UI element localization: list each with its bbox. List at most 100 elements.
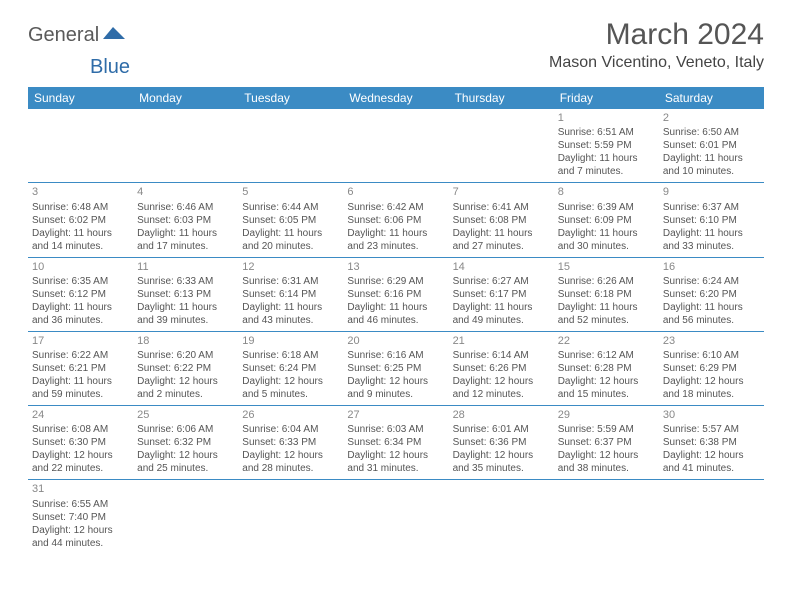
day-number: 9 bbox=[663, 185, 760, 199]
sunrise-line: Sunrise: 6:10 AM bbox=[663, 349, 760, 362]
sunset-line: Sunset: 6:25 PM bbox=[347, 362, 444, 375]
daylight-line: Daylight: 11 hours and 23 minutes. bbox=[347, 227, 444, 253]
daylight-line: Daylight: 11 hours and 7 minutes. bbox=[558, 152, 655, 178]
calendar-cell: 5Sunrise: 6:44 AMSunset: 6:05 PMDaylight… bbox=[238, 183, 343, 257]
day-number: 11 bbox=[137, 260, 234, 274]
day-number: 21 bbox=[453, 334, 550, 348]
location-label: Mason Vicentino, Veneto, Italy bbox=[549, 54, 764, 72]
daylight-line: Daylight: 11 hours and 20 minutes. bbox=[242, 227, 339, 253]
day-number: 20 bbox=[347, 334, 444, 348]
day-number: 2 bbox=[663, 111, 760, 125]
calendar-cell bbox=[28, 109, 133, 183]
calendar-cell: 6Sunrise: 6:42 AMSunset: 6:06 PMDaylight… bbox=[343, 183, 448, 257]
daylight-line: Daylight: 12 hours and 9 minutes. bbox=[347, 375, 444, 401]
sunrise-line: Sunrise: 6:03 AM bbox=[347, 423, 444, 436]
daylight-line: Daylight: 11 hours and 27 minutes. bbox=[453, 227, 550, 253]
sunrise-line: Sunrise: 6:04 AM bbox=[242, 423, 339, 436]
day-number: 15 bbox=[558, 260, 655, 274]
calendar-cell: 18Sunrise: 6:20 AMSunset: 6:22 PMDayligh… bbox=[133, 331, 238, 405]
sunrise-line: Sunrise: 5:59 AM bbox=[558, 423, 655, 436]
calendar-cell: 17Sunrise: 6:22 AMSunset: 6:21 PMDayligh… bbox=[28, 331, 133, 405]
sunset-line: Sunset: 6:34 PM bbox=[347, 436, 444, 449]
day-header: Wednesday bbox=[343, 87, 448, 109]
daylight-line: Daylight: 12 hours and 15 minutes. bbox=[558, 375, 655, 401]
sunrise-line: Sunrise: 6:42 AM bbox=[347, 201, 444, 214]
day-number: 13 bbox=[347, 260, 444, 274]
calendar-cell: 30Sunrise: 5:57 AMSunset: 6:38 PMDayligh… bbox=[659, 406, 764, 480]
day-number: 29 bbox=[558, 408, 655, 422]
sunset-line: Sunset: 6:09 PM bbox=[558, 214, 655, 227]
sunrise-line: Sunrise: 6:18 AM bbox=[242, 349, 339, 362]
calendar-cell: 19Sunrise: 6:18 AMSunset: 6:24 PMDayligh… bbox=[238, 331, 343, 405]
calendar-cell bbox=[343, 480, 448, 554]
sunrise-line: Sunrise: 6:46 AM bbox=[137, 201, 234, 214]
daylight-line: Daylight: 11 hours and 36 minutes. bbox=[32, 301, 129, 327]
calendar-cell bbox=[554, 480, 659, 554]
sunset-line: Sunset: 6:22 PM bbox=[137, 362, 234, 375]
day-number: 30 bbox=[663, 408, 760, 422]
flag-icon bbox=[103, 25, 127, 46]
day-number: 27 bbox=[347, 408, 444, 422]
daylight-line: Daylight: 11 hours and 10 minutes. bbox=[663, 152, 760, 178]
sunset-line: Sunset: 6:36 PM bbox=[453, 436, 550, 449]
calendar-cell: 24Sunrise: 6:08 AMSunset: 6:30 PMDayligh… bbox=[28, 406, 133, 480]
calendar-cell bbox=[133, 109, 238, 183]
sunrise-line: Sunrise: 6:16 AM bbox=[347, 349, 444, 362]
daylight-line: Daylight: 11 hours and 43 minutes. bbox=[242, 301, 339, 327]
day-number: 23 bbox=[663, 334, 760, 348]
sunrise-line: Sunrise: 6:51 AM bbox=[558, 126, 655, 139]
sunrise-line: Sunrise: 6:41 AM bbox=[453, 201, 550, 214]
calendar-cell: 11Sunrise: 6:33 AMSunset: 6:13 PMDayligh… bbox=[133, 257, 238, 331]
daylight-line: Daylight: 12 hours and 25 minutes. bbox=[137, 449, 234, 475]
calendar-cell: 21Sunrise: 6:14 AMSunset: 6:26 PMDayligh… bbox=[449, 331, 554, 405]
day-number: 3 bbox=[32, 185, 129, 199]
calendar-cell bbox=[449, 480, 554, 554]
daylight-line: Daylight: 11 hours and 52 minutes. bbox=[558, 301, 655, 327]
sunrise-line: Sunrise: 6:01 AM bbox=[453, 423, 550, 436]
calendar-cell bbox=[659, 480, 764, 554]
daylight-line: Daylight: 12 hours and 38 minutes. bbox=[558, 449, 655, 475]
calendar-cell: 27Sunrise: 6:03 AMSunset: 6:34 PMDayligh… bbox=[343, 406, 448, 480]
day-number: 22 bbox=[558, 334, 655, 348]
calendar-cell bbox=[343, 109, 448, 183]
day-number: 31 bbox=[32, 482, 129, 496]
sunrise-line: Sunrise: 6:14 AM bbox=[453, 349, 550, 362]
calendar-cell: 25Sunrise: 6:06 AMSunset: 6:32 PMDayligh… bbox=[133, 406, 238, 480]
daylight-line: Daylight: 12 hours and 2 minutes. bbox=[137, 375, 234, 401]
sunset-line: Sunset: 6:03 PM bbox=[137, 214, 234, 227]
sunset-line: Sunset: 6:13 PM bbox=[137, 288, 234, 301]
sunset-line: Sunset: 6:33 PM bbox=[242, 436, 339, 449]
sunset-line: Sunset: 6:14 PM bbox=[242, 288, 339, 301]
day-number: 25 bbox=[137, 408, 234, 422]
sunrise-line: Sunrise: 6:31 AM bbox=[242, 275, 339, 288]
sunset-line: Sunset: 6:38 PM bbox=[663, 436, 760, 449]
daylight-line: Daylight: 11 hours and 30 minutes. bbox=[558, 227, 655, 253]
sunset-line: Sunset: 6:12 PM bbox=[32, 288, 129, 301]
day-number: 4 bbox=[137, 185, 234, 199]
daylight-line: Daylight: 12 hours and 35 minutes. bbox=[453, 449, 550, 475]
month-title: March 2024 bbox=[549, 18, 764, 52]
day-number: 6 bbox=[347, 185, 444, 199]
day-number: 28 bbox=[453, 408, 550, 422]
sunset-line: Sunset: 5:59 PM bbox=[558, 139, 655, 152]
calendar-cell bbox=[133, 480, 238, 554]
sunrise-line: Sunrise: 6:20 AM bbox=[137, 349, 234, 362]
sunset-line: Sunset: 6:37 PM bbox=[558, 436, 655, 449]
day-header: Tuesday bbox=[238, 87, 343, 109]
sunrise-line: Sunrise: 6:33 AM bbox=[137, 275, 234, 288]
day-number: 8 bbox=[558, 185, 655, 199]
calendar-cell: 9Sunrise: 6:37 AMSunset: 6:10 PMDaylight… bbox=[659, 183, 764, 257]
calendar-cell: 1Sunrise: 6:51 AMSunset: 5:59 PMDaylight… bbox=[554, 109, 659, 183]
day-number: 5 bbox=[242, 185, 339, 199]
daylight-line: Daylight: 12 hours and 22 minutes. bbox=[32, 449, 129, 475]
day-number: 16 bbox=[663, 260, 760, 274]
sunset-line: Sunset: 6:20 PM bbox=[663, 288, 760, 301]
sunset-line: Sunset: 6:02 PM bbox=[32, 214, 129, 227]
sunrise-line: Sunrise: 5:57 AM bbox=[663, 423, 760, 436]
daylight-line: Daylight: 12 hours and 31 minutes. bbox=[347, 449, 444, 475]
sunset-line: Sunset: 6:30 PM bbox=[32, 436, 129, 449]
sunset-line: Sunset: 6:08 PM bbox=[453, 214, 550, 227]
sunrise-line: Sunrise: 6:08 AM bbox=[32, 423, 129, 436]
daylight-line: Daylight: 11 hours and 49 minutes. bbox=[453, 301, 550, 327]
sunset-line: Sunset: 6:26 PM bbox=[453, 362, 550, 375]
